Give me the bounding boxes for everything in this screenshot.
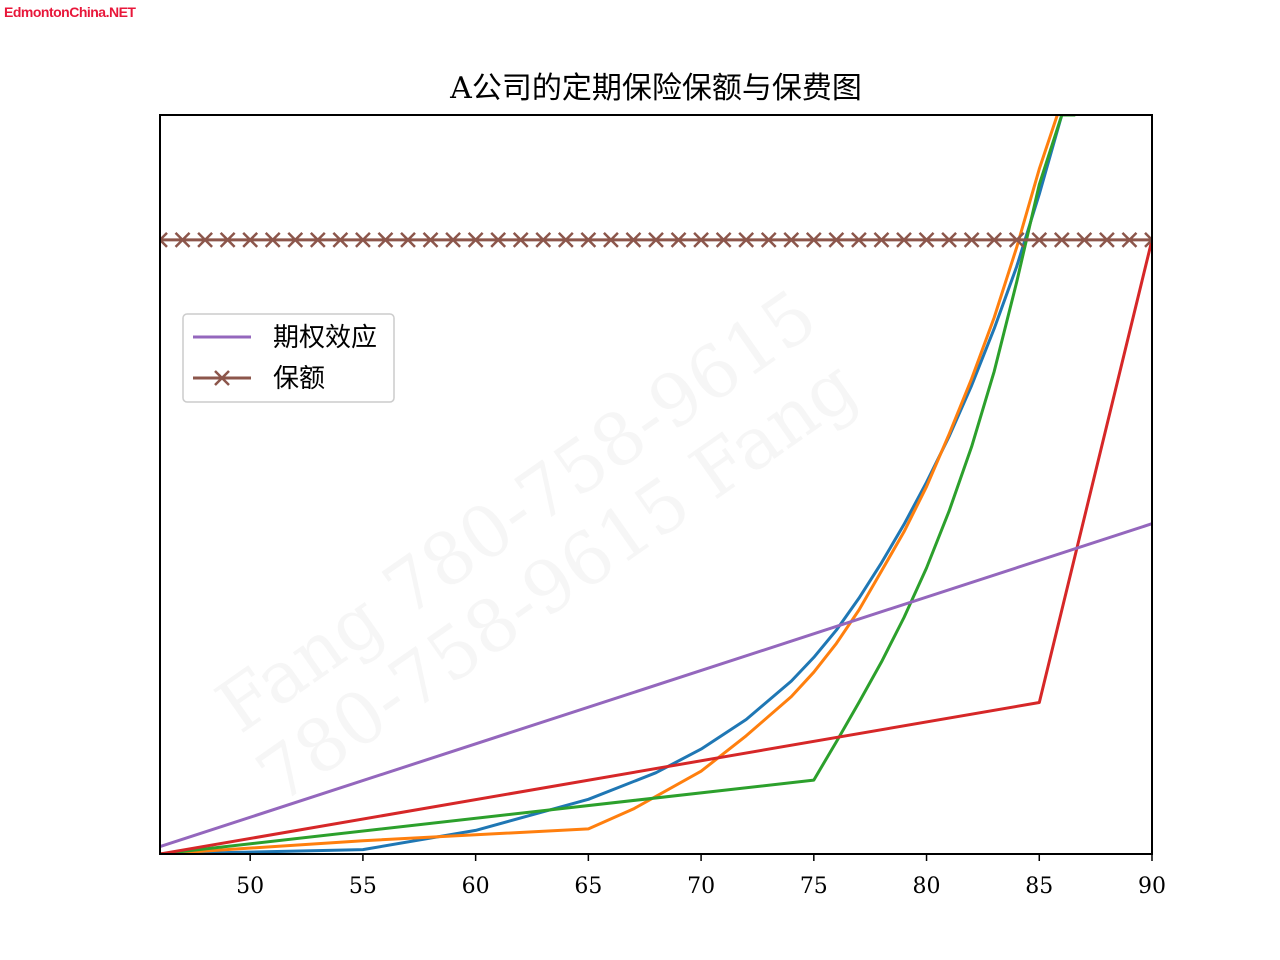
x-axis: 50 55 60 65 70 75 80 85 90 <box>236 854 1166 899</box>
x-tick-label: 80 <box>913 874 941 899</box>
series-marker <box>422 232 439 248</box>
series-marker <box>963 232 980 248</box>
x-tick-label: 70 <box>687 874 715 899</box>
x-tick-label: 75 <box>800 874 828 899</box>
series-marker <box>603 232 619 248</box>
series-marker <box>715 232 732 248</box>
series-line-5 <box>160 522 1152 849</box>
x-tick-label: 50 <box>236 874 264 899</box>
plot-frame <box>159 114 1153 855</box>
x-tick-label: 90 <box>1138 874 1166 899</box>
series-marker <box>1144 232 1152 248</box>
x-tick-label: 65 <box>574 874 602 899</box>
series-marker <box>174 232 191 248</box>
x-tick-label: 85 <box>1025 874 1053 899</box>
series-marker <box>512 232 529 248</box>
site-logo[interactable]: EdmontonChina.NET <box>4 4 136 20</box>
series-marker <box>1076 232 1093 248</box>
series-marker <box>557 232 574 248</box>
series-marker <box>760 232 777 248</box>
series-marker <box>896 232 912 248</box>
series-marker <box>783 232 800 248</box>
series-marker <box>805 232 822 248</box>
series-marker <box>1099 232 1115 248</box>
series-marker <box>670 232 687 248</box>
series-marker <box>648 232 664 248</box>
series-marker <box>738 232 755 248</box>
series-marker <box>264 232 281 248</box>
series-line-4 <box>160 239 1152 854</box>
series-marker <box>986 232 1003 248</box>
series-marker <box>287 232 304 248</box>
series-marker <box>1031 232 1048 248</box>
series-marker <box>693 232 709 248</box>
series-marker <box>197 232 213 248</box>
series-marker <box>309 232 326 248</box>
series-marker <box>400 232 416 248</box>
series-marker <box>355 232 371 248</box>
series-marker <box>160 232 168 248</box>
x-tick-label: 60 <box>462 874 490 899</box>
series-line-2 <box>160 115 1059 854</box>
series-marker <box>1008 232 1025 248</box>
series-line-1 <box>160 115 1064 854</box>
chart-title: A公司的定期保险保额与保费图 <box>449 71 862 106</box>
series-marker <box>851 232 867 248</box>
series-marker <box>873 232 890 248</box>
series-marker <box>580 232 597 248</box>
series-marker <box>242 232 259 248</box>
legend-label: 期权效应 <box>273 323 377 353</box>
series-marker <box>828 232 845 248</box>
series-marker <box>445 232 461 248</box>
series-marker <box>1121 232 1138 248</box>
series-line-3 <box>160 115 1076 854</box>
series-marker <box>332 232 349 248</box>
series-marker <box>918 232 935 248</box>
series-marker <box>377 232 394 248</box>
legend-label: 保额 <box>273 364 325 394</box>
series-marker <box>490 232 507 248</box>
x-tick-label: 55 <box>349 874 377 899</box>
legend-marker <box>214 370 230 386</box>
series-marker <box>1053 232 1070 248</box>
series-marker <box>467 232 484 248</box>
series-marker <box>219 232 236 248</box>
series-marker <box>535 232 552 248</box>
series-marker <box>625 232 642 248</box>
series-marker <box>941 232 957 248</box>
series-layer <box>160 115 1152 854</box>
